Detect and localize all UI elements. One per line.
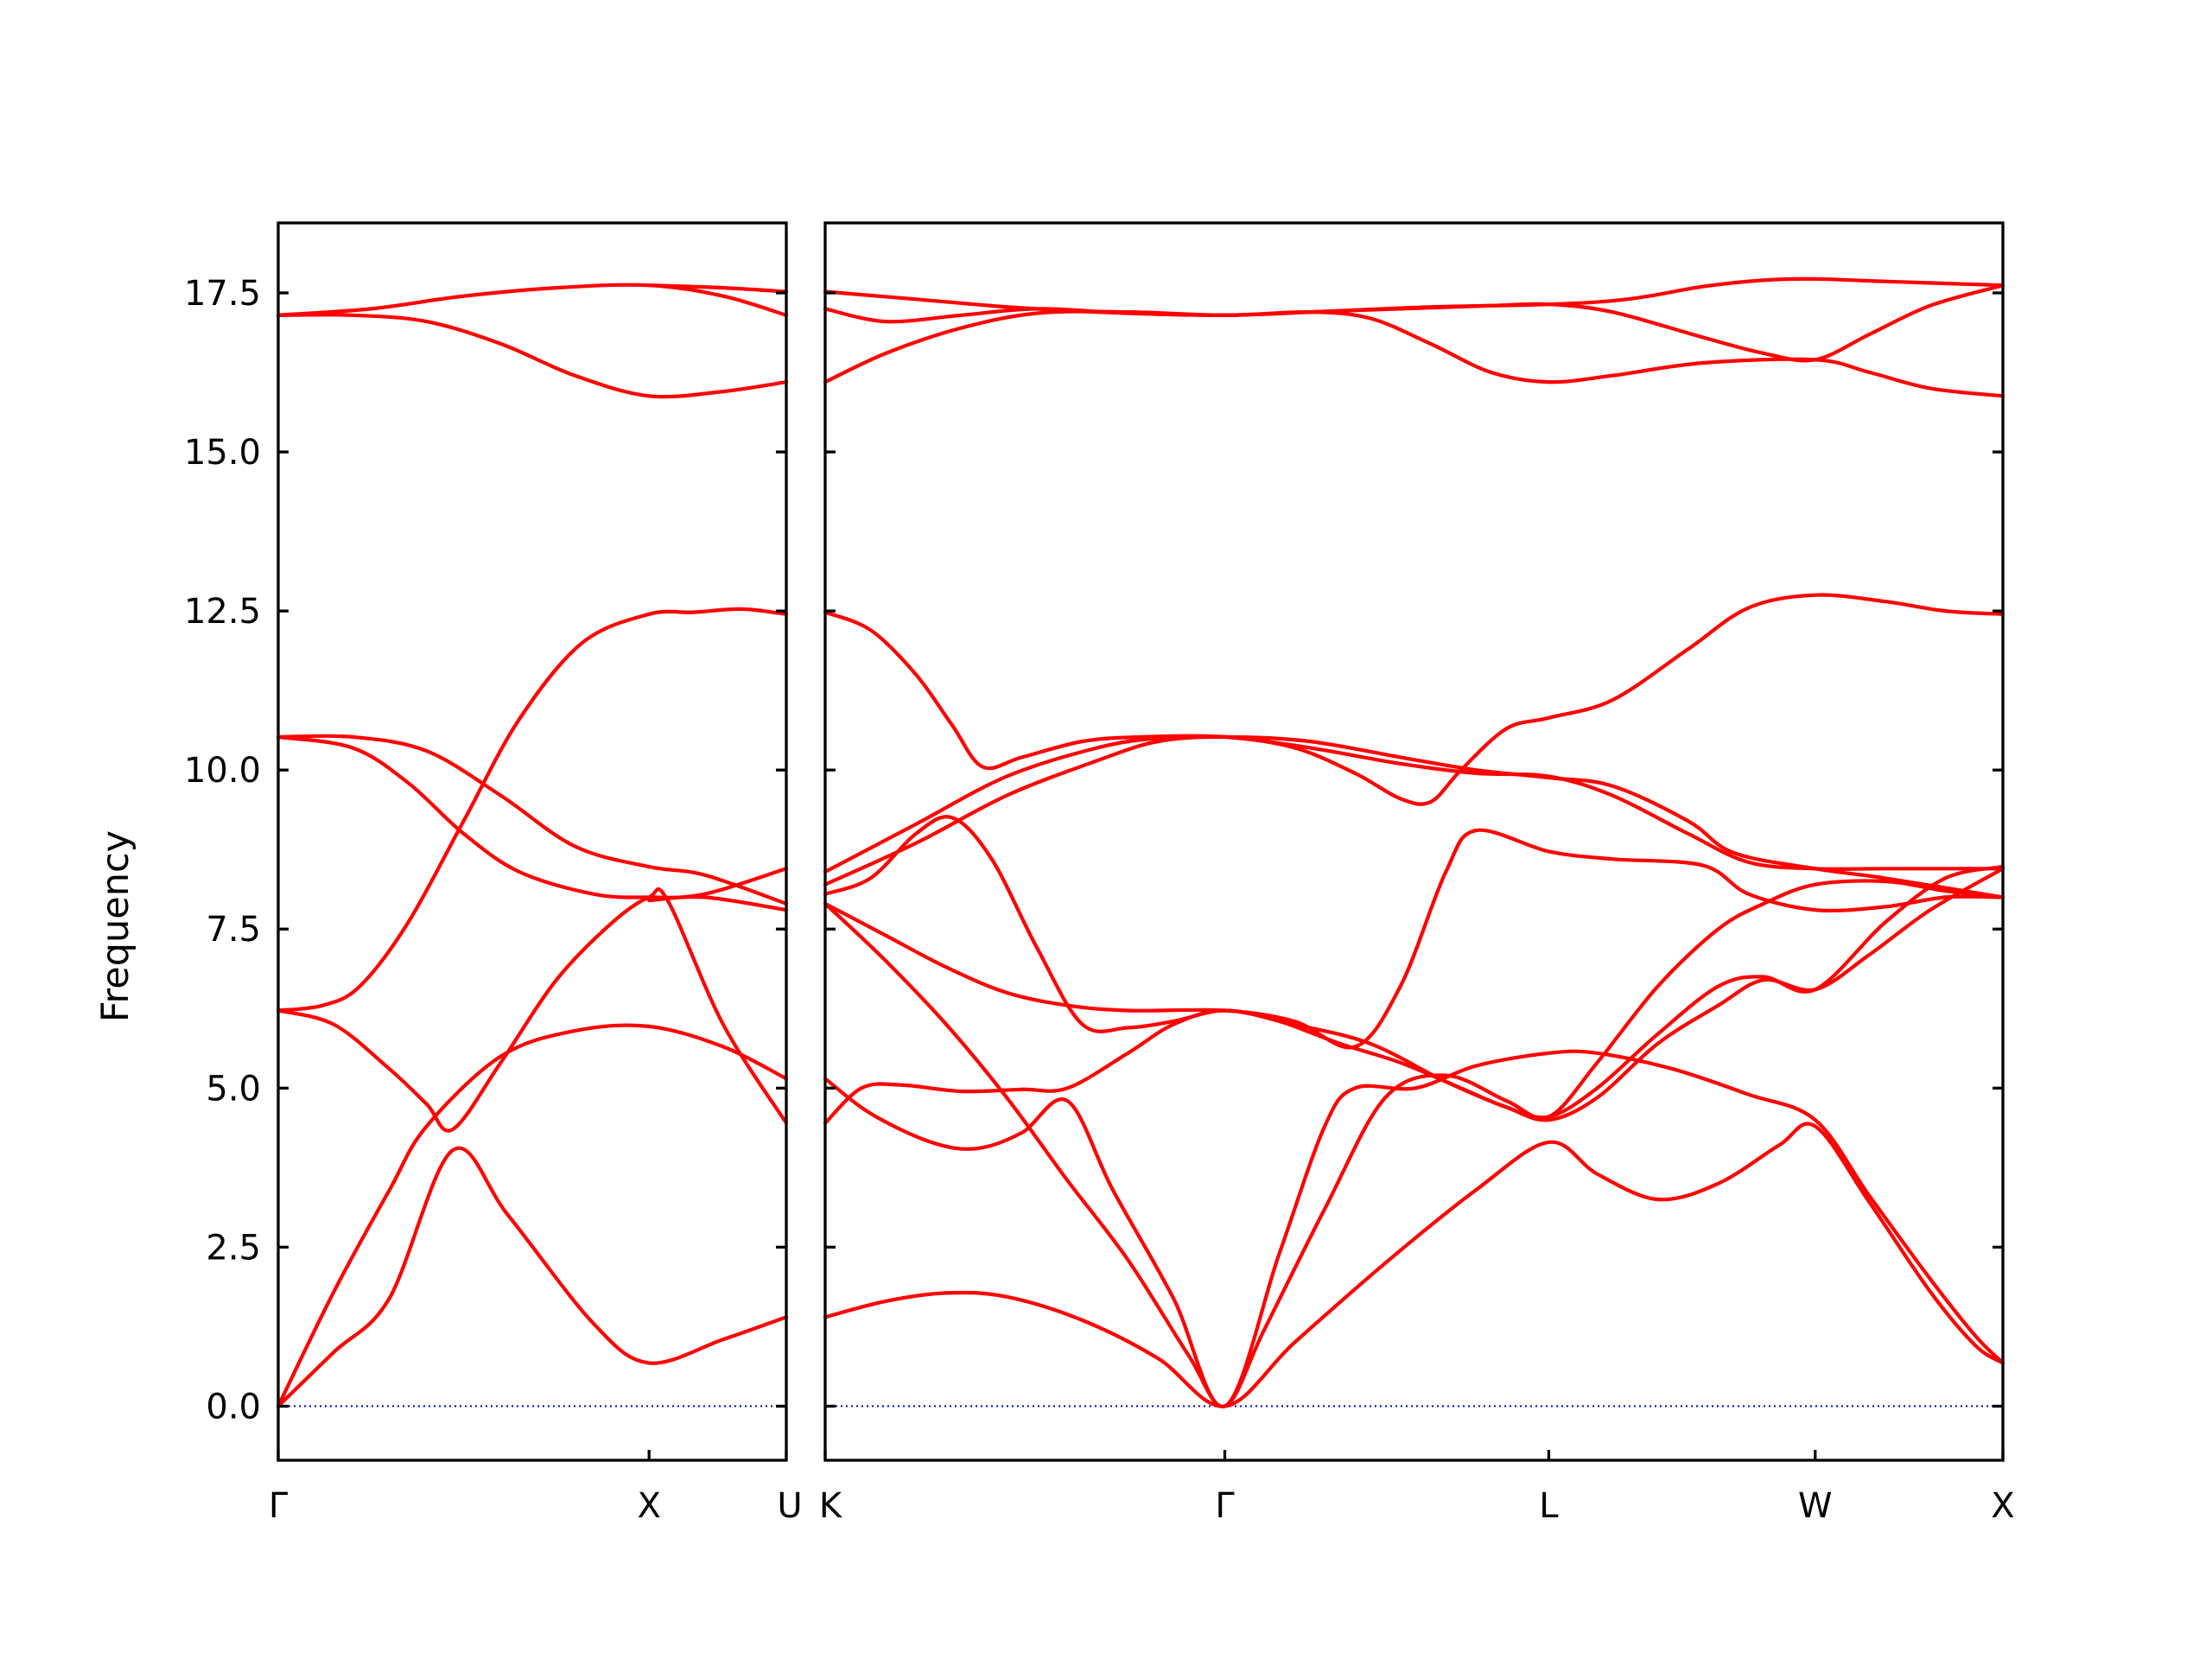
band-line	[823, 734, 2005, 899]
band-line	[823, 879, 2005, 1408]
band-line	[276, 734, 789, 906]
band-line	[823, 1122, 2005, 1408]
band-line	[823, 815, 2005, 1120]
band-line	[823, 276, 2005, 317]
band-line	[276, 283, 789, 317]
band-line	[276, 313, 789, 399]
band-line	[823, 828, 2005, 1050]
band-line	[823, 283, 2005, 363]
band-line	[276, 1146, 789, 1408]
x-tick-label: U	[777, 1486, 802, 1526]
y-axis-label: Frequency	[94, 830, 137, 1022]
x-tick-label: Γ	[1215, 1486, 1235, 1526]
x-tick-label: W	[1798, 1486, 1833, 1526]
x-tick-label: X	[1991, 1486, 2014, 1526]
y-tick-label: 0.0	[206, 1387, 261, 1427]
x-tick-label: Γ	[269, 1486, 289, 1526]
y-tick-label: 7.5	[206, 910, 261, 950]
band-lines	[276, 276, 2005, 1408]
panel-frames	[276, 221, 2005, 1462]
y-tick-label: 12.5	[184, 592, 261, 632]
y-tick-label: 5.0	[206, 1069, 261, 1109]
band-line	[823, 593, 2005, 806]
y-tick-label: 17.5	[184, 274, 261, 314]
y-tick-label: 10.0	[184, 751, 261, 791]
x-tick-label: L	[1539, 1486, 1559, 1526]
band-line	[647, 894, 789, 912]
band-line	[823, 1049, 2005, 1408]
band-line	[276, 1023, 789, 1408]
x-tick-label: K	[819, 1486, 843, 1526]
panel-frame	[823, 221, 2005, 1462]
band-line	[823, 309, 2005, 398]
band-line	[276, 887, 789, 1133]
axis-text: Γ X U K Γ L W X 0.0 2.5 5.0 7.5 10.0 12.5 15.0 17.5	[184, 274, 2015, 1526]
y-tick-label: 2.5	[206, 1228, 261, 1268]
band-line	[823, 734, 2005, 874]
panel-frame	[276, 221, 788, 1462]
band-line	[647, 283, 789, 294]
band-line	[823, 867, 2005, 1125]
band-line	[276, 607, 789, 1013]
axis-ticks	[276, 291, 2005, 1460]
x-tick-label: X	[637, 1486, 660, 1526]
y-tick-label: 15.0	[184, 433, 261, 473]
